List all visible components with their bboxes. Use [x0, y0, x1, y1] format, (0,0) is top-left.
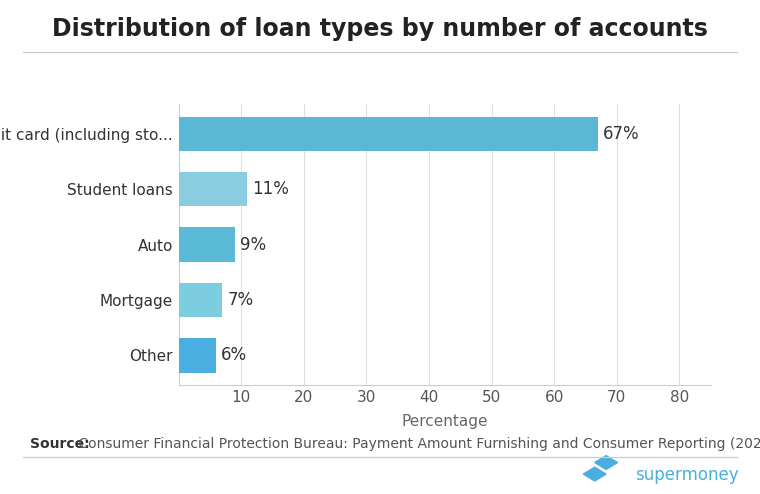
- X-axis label: Percentage: Percentage: [401, 413, 488, 428]
- Text: 11%: 11%: [252, 180, 290, 198]
- Text: Distribution of loan types by number of accounts: Distribution of loan types by number of …: [52, 17, 708, 41]
- Text: 7%: 7%: [227, 291, 254, 309]
- Text: 67%: 67%: [603, 124, 640, 143]
- Text: 6%: 6%: [221, 346, 247, 365]
- Bar: [179, 172, 248, 206]
- Text: supermoney: supermoney: [635, 466, 738, 484]
- Polygon shape: [595, 455, 618, 469]
- Text: 9%: 9%: [240, 236, 266, 253]
- Bar: [179, 338, 216, 372]
- Bar: [179, 227, 235, 262]
- Bar: [179, 117, 598, 151]
- Bar: [179, 283, 223, 317]
- Polygon shape: [584, 467, 606, 481]
- Text: Source:: Source:: [30, 437, 90, 451]
- Text: Consumer Financial Protection Bureau: Payment Amount Furnishing and Consumer Rep: Consumer Financial Protection Bureau: Pa…: [74, 437, 760, 451]
